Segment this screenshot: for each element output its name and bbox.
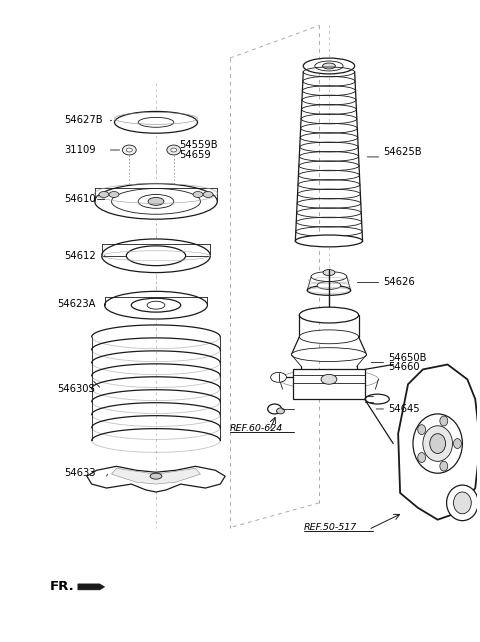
Ellipse shape	[167, 145, 180, 155]
Ellipse shape	[279, 369, 378, 389]
Text: 54559B: 54559B	[179, 140, 217, 150]
Text: 54659: 54659	[179, 150, 210, 160]
Ellipse shape	[203, 191, 213, 198]
Ellipse shape	[366, 394, 389, 404]
Ellipse shape	[271, 372, 287, 382]
Text: 54612: 54612	[64, 251, 96, 261]
Ellipse shape	[295, 235, 362, 247]
Ellipse shape	[307, 286, 351, 295]
Text: 54626: 54626	[384, 277, 415, 288]
Ellipse shape	[126, 148, 132, 152]
Ellipse shape	[430, 434, 445, 453]
Ellipse shape	[111, 189, 201, 214]
Text: 31109: 31109	[64, 145, 96, 155]
Text: 54660: 54660	[388, 363, 420, 372]
Ellipse shape	[311, 272, 347, 281]
Polygon shape	[398, 365, 480, 519]
Ellipse shape	[276, 408, 285, 414]
Polygon shape	[111, 468, 201, 484]
Ellipse shape	[131, 299, 180, 312]
Ellipse shape	[148, 198, 164, 205]
Text: 54645: 54645	[388, 404, 420, 414]
Ellipse shape	[171, 148, 177, 152]
Ellipse shape	[99, 191, 109, 198]
Text: REF.60-624: REF.60-624	[230, 424, 283, 433]
Text: REF.50-517: REF.50-517	[304, 523, 358, 532]
Ellipse shape	[138, 195, 174, 208]
Text: FR.: FR.	[50, 580, 75, 593]
Text: 54623A: 54623A	[57, 299, 96, 309]
Text: 54625B: 54625B	[384, 147, 422, 157]
Ellipse shape	[323, 63, 336, 69]
Polygon shape	[78, 584, 105, 590]
Ellipse shape	[147, 301, 165, 309]
Ellipse shape	[440, 416, 448, 426]
Ellipse shape	[300, 307, 359, 323]
Ellipse shape	[114, 112, 197, 133]
Ellipse shape	[454, 438, 461, 449]
Ellipse shape	[303, 58, 355, 74]
Ellipse shape	[122, 145, 136, 155]
Text: 54630S: 54630S	[57, 384, 95, 394]
Ellipse shape	[291, 348, 367, 361]
Ellipse shape	[446, 485, 478, 521]
Ellipse shape	[102, 239, 210, 273]
Ellipse shape	[126, 246, 186, 266]
Ellipse shape	[315, 61, 343, 71]
Ellipse shape	[413, 414, 462, 473]
Ellipse shape	[95, 184, 217, 219]
Ellipse shape	[109, 191, 119, 198]
Ellipse shape	[193, 191, 203, 198]
Text: 54610: 54610	[64, 195, 96, 204]
Ellipse shape	[268, 404, 281, 414]
Ellipse shape	[440, 461, 448, 471]
Ellipse shape	[423, 426, 453, 462]
Ellipse shape	[105, 291, 207, 319]
Ellipse shape	[317, 281, 341, 290]
Ellipse shape	[418, 453, 426, 462]
Ellipse shape	[138, 117, 174, 127]
Polygon shape	[87, 466, 225, 492]
Polygon shape	[293, 369, 364, 399]
Ellipse shape	[321, 374, 337, 385]
Ellipse shape	[454, 492, 471, 514]
Ellipse shape	[300, 330, 359, 343]
Text: 54627B: 54627B	[64, 116, 103, 125]
Text: 54650B: 54650B	[388, 352, 427, 363]
Ellipse shape	[323, 270, 335, 275]
Text: 54633: 54633	[64, 468, 96, 478]
Ellipse shape	[150, 473, 162, 479]
Ellipse shape	[418, 424, 426, 435]
